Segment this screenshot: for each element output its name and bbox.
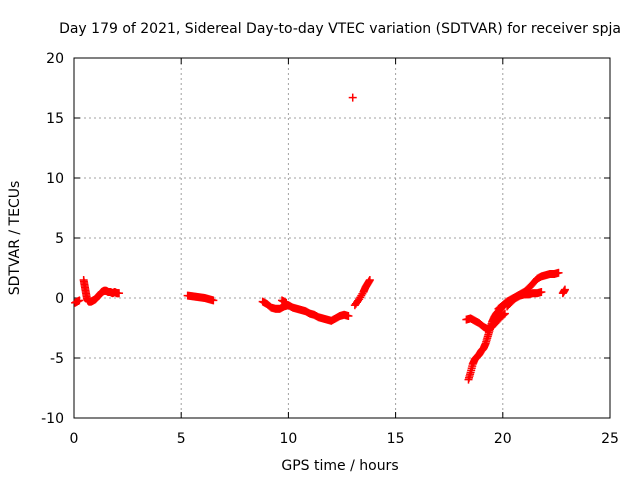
data-point [560,285,569,294]
data-point [282,298,291,307]
x-tick-label: 5 [177,431,186,447]
y-tick-label: 0 [55,291,64,307]
x-tick-label: 25 [601,431,619,447]
data-point [365,276,374,284]
x-tick-label: 20 [494,431,512,447]
tick-layer: 0 5 10 15 20 25 -10 -5 0 5 10 15 20 [41,51,619,447]
data-point [500,309,509,318]
y-axis-label: SDTVAR / TECUs [7,181,23,296]
y-tick-label: 15 [46,111,64,127]
x-tick-label: 0 [70,431,79,447]
data-point [115,289,124,298]
data-point [209,296,218,305]
y-tick-label: -5 [50,351,64,367]
data-point [344,312,353,320]
data-point [75,296,84,305]
x-tick-label: 10 [279,431,297,447]
chart-title: Day 179 of 2021, Sidereal Day-to-day VTE… [59,21,621,37]
y-tick-label: 5 [55,231,64,247]
data-point [499,310,508,319]
y-tick-label: 20 [46,51,64,67]
data-point [537,288,546,296]
x-axis-label: GPS time / hours [281,458,398,474]
grid-layer [74,58,610,418]
data-point [554,268,563,277]
mark-layer [71,93,569,384]
x-tick-label: 15 [387,431,405,447]
plot-frame [73,57,611,419]
y-tick-label: 10 [46,171,64,187]
y-tick-label: -10 [41,411,64,427]
data-point [348,93,357,102]
